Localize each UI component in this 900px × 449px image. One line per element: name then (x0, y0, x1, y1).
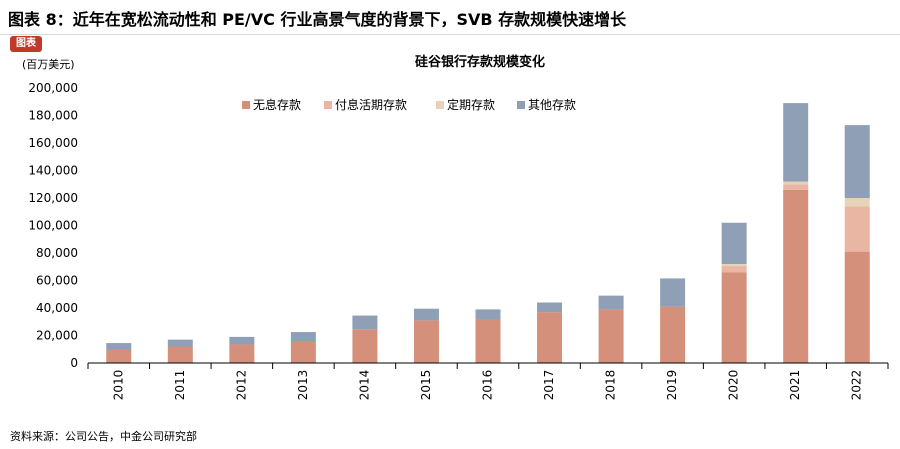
y-tick-label: 140,000 (28, 164, 78, 178)
bar-segment (537, 312, 563, 364)
figure-tag: 图表 (10, 36, 42, 52)
y-tick-label: 100,000 (28, 219, 78, 233)
x-tick-label: 2021 (788, 370, 802, 401)
legend-label: 无息存款 (253, 97, 301, 112)
bars-layer (106, 103, 870, 364)
x-tick-label: 2011 (173, 370, 187, 401)
y-tick-label: 160,000 (28, 136, 78, 150)
x-tick-label: 2016 (481, 370, 495, 401)
y-tick-label: 80,000 (36, 246, 78, 260)
x-tick-label: 2015 (419, 370, 433, 401)
legend-label: 定期存款 (447, 97, 495, 112)
x-tick-label: 2012 (234, 370, 248, 401)
y-axis: 0 20,000 40,000 60,000 80,000 100,000 120,000 1… (28, 81, 78, 370)
bar-segment (844, 198, 870, 207)
y-tick-label: 0 (70, 356, 78, 370)
bar-segment (167, 339, 193, 347)
bar-segment (783, 181, 809, 185)
legend-swatch (517, 101, 525, 109)
bar-segment (352, 329, 378, 363)
bar-segment (598, 295, 624, 310)
x-tick-label: 2020 (727, 370, 741, 401)
x-tick-label: 2018 (604, 370, 618, 401)
bar-segment (229, 344, 255, 363)
bar-segment (660, 278, 686, 307)
bar-segment (721, 264, 747, 267)
bar-segment (721, 266, 747, 273)
bar-segment (475, 319, 501, 363)
legend-label: 其他存款 (528, 98, 576, 112)
bar-segment (229, 336, 255, 345)
bar-segment (475, 309, 501, 320)
source-note: 资料来源：公司公告，中金公司研究部 (10, 430, 197, 443)
legend-swatch (242, 101, 250, 109)
bar-segment (660, 306, 686, 364)
bar-segment (290, 341, 316, 363)
bar-segment (537, 302, 563, 313)
y-tick-label: 120,000 (28, 191, 78, 205)
y-unit-label: (百万美元) (22, 58, 75, 71)
legend: 无息存款 付息活期存款 定期存款 其他存款 (242, 97, 576, 112)
x-tick-label: 2013 (296, 370, 310, 401)
bar-segment (783, 103, 809, 182)
bar-segment (721, 222, 747, 264)
bar-segment (352, 315, 378, 330)
y-tick-label: 200,000 (28, 81, 78, 95)
bar-segment (106, 343, 132, 350)
legend-label: 付息活期存款 (335, 97, 407, 112)
y-tick-label: 20,000 (36, 329, 78, 343)
bar-segment (106, 349, 132, 363)
bar-segment (844, 251, 870, 364)
y-tick-label: 180,000 (28, 109, 78, 123)
bar-segment (783, 184, 809, 190)
x-tick-label: 2010 (111, 370, 125, 401)
bar-segment (598, 309, 624, 364)
bar-segment (844, 125, 870, 199)
legend-swatch (436, 101, 444, 109)
y-tick-label: 40,000 (36, 301, 78, 315)
x-tick-label: 2014 (357, 370, 371, 401)
figure-title: 图表 8：近年在宽松流动性和 PE/VC 行业高景气度的背景下，SVB 存款规模… (0, 6, 900, 35)
bar-segment (844, 206, 870, 252)
x-tick-label: 2017 (542, 370, 556, 401)
bar-segment (167, 346, 193, 363)
chart-title: 硅谷银行存款规模变化 (415, 54, 545, 70)
bar-segment (290, 332, 316, 341)
bar-segment (413, 308, 439, 321)
y-tick-label: 60,000 (36, 274, 78, 288)
bar-segment (413, 320, 439, 364)
x-tick-label: 2019 (665, 370, 679, 401)
x-axis: 2010 2011 2012 2013 2014 2015 2016 2017 2018 2019… (87, 363, 889, 401)
bar-segment (783, 189, 809, 363)
legend-swatch (324, 101, 332, 109)
x-tick-label: 2022 (850, 370, 864, 401)
bar-segment (721, 272, 747, 363)
